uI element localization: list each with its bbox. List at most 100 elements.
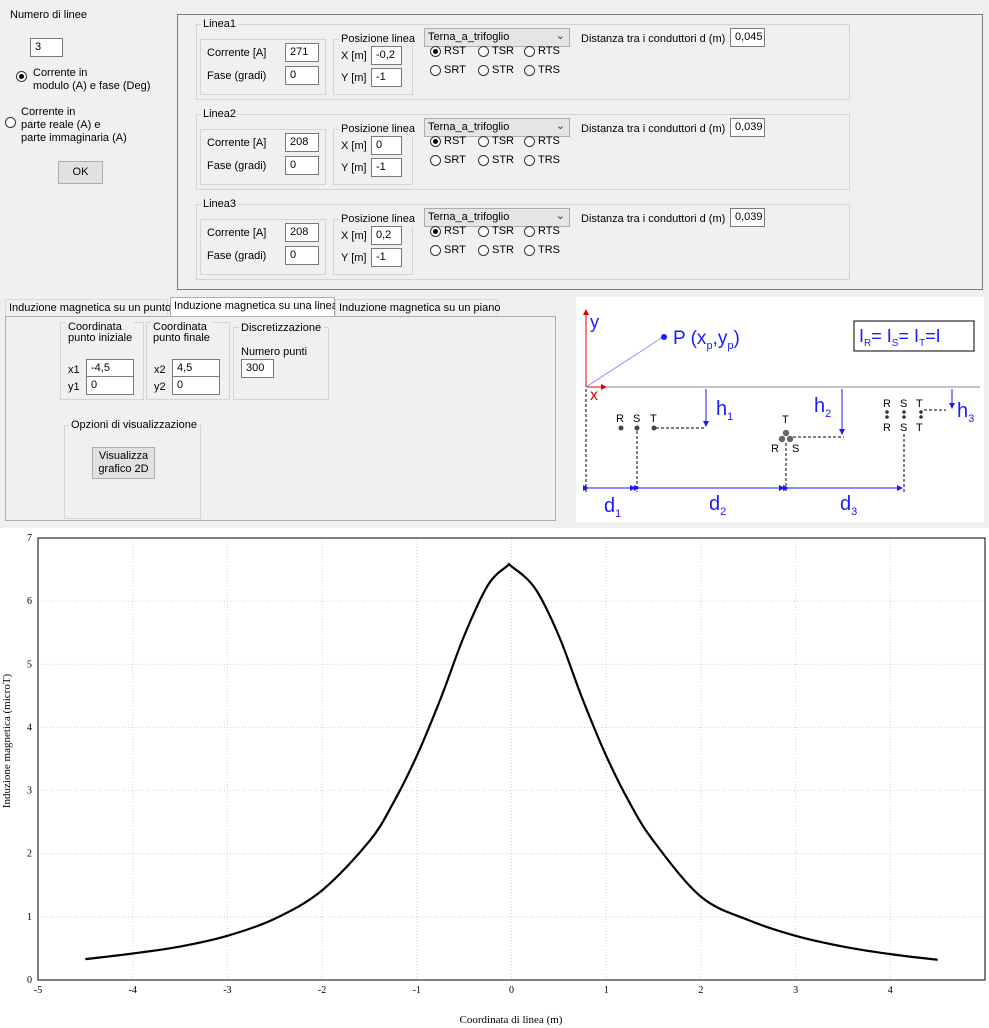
- line1-distance-label: Distanza tra i conduttori d (m): [581, 33, 726, 45]
- point-vector: [585, 336, 664, 388]
- line3-option-rts-radio[interactable]: [524, 226, 535, 237]
- line1-x-label: X [m]: [341, 50, 367, 62]
- line3-current-input[interactable]: 208: [285, 223, 319, 242]
- line1-y-input[interactable]: -1: [371, 68, 402, 87]
- y-tick-label: 0: [27, 975, 32, 986]
- y-tick-label: 4: [27, 722, 32, 733]
- line2-config-select[interactable]: Terna_a_trifoglio ⌄: [424, 118, 570, 137]
- y-axis-label: y: [590, 312, 599, 332]
- line1-distance-input[interactable]: 0,045: [730, 28, 765, 47]
- line2-x-input[interactable]: 0: [371, 136, 402, 155]
- line3-conductor-3: [902, 410, 906, 414]
- line3-option-rst-radio[interactable]: [430, 226, 441, 237]
- y1-input[interactable]: 0: [86, 376, 134, 395]
- line2-conductor-t: [782, 429, 790, 437]
- line2-option-rst-radio[interactable]: [430, 136, 441, 147]
- line1-x-input[interactable]: -0,2: [371, 46, 402, 65]
- line1-conductor-t: [651, 425, 657, 431]
- line2-current-group: [200, 129, 326, 185]
- chevron-down-icon: ⌄: [555, 30, 565, 42]
- line1-current-input[interactable]: 271: [285, 43, 319, 62]
- line1-conductor-r: [618, 425, 624, 431]
- line3-option-rst-label: RST: [444, 225, 466, 237]
- line3-option-trs-radio[interactable]: [524, 245, 535, 256]
- line3-phase-input[interactable]: 0: [285, 246, 319, 265]
- point-p-label: P (xp,yp): [673, 328, 740, 352]
- line1-option-tsr-radio[interactable]: [478, 46, 489, 57]
- line2-option-rts-radio[interactable]: [524, 136, 535, 147]
- line3-option-str-radio[interactable]: [478, 245, 489, 256]
- show-2d-graph-button[interactable]: Visualizza grafico 2D: [92, 447, 155, 479]
- line1-option-rts-label: RTS: [538, 45, 560, 57]
- x-tick-label: 0: [509, 985, 514, 996]
- line1-option-rts-radio[interactable]: [524, 46, 535, 57]
- line2-option-str-radio[interactable]: [478, 155, 489, 166]
- line3-option-srt-radio[interactable]: [430, 245, 441, 256]
- line3-phase-label: Fase (gradi): [207, 250, 267, 262]
- induction-curve: [85, 562, 938, 961]
- line1-config-select[interactable]: Terna_a_trifoglio ⌄: [424, 28, 570, 47]
- line1-current-label: Corrente [A]: [207, 47, 267, 59]
- start-point-title: Coordinata punto iniziale: [66, 321, 135, 344]
- line1-option-rst-radio[interactable]: [430, 46, 441, 57]
- line2-phase-label: Fase (gradi): [207, 160, 267, 172]
- line2-option-rst-label: RST: [444, 135, 466, 147]
- option-module-phase-label: Corrente in modulo (A) e fase (Deg): [33, 67, 151, 92]
- line3-config-select[interactable]: Terna_a_trifoglio ⌄: [424, 208, 570, 227]
- line3-label-s-bottom: S: [900, 422, 907, 434]
- line3-y-input[interactable]: -1: [371, 248, 402, 267]
- line2-position-title: Posizione linea: [339, 123, 417, 136]
- h3-label: h3: [957, 400, 974, 425]
- radio-real-imag[interactable]: [5, 117, 16, 128]
- line1-option-str-radio[interactable]: [478, 65, 489, 76]
- y2-input[interactable]: 0: [172, 376, 220, 395]
- point-p-marker: [661, 334, 667, 340]
- current-formula: IR= IS= IT=I: [859, 326, 941, 349]
- line1-phase-input[interactable]: 0: [285, 66, 319, 85]
- line2-conductor-s: [786, 435, 794, 443]
- x-tick-label: 2: [698, 985, 703, 996]
- h1-label: h1: [716, 398, 733, 423]
- line2-phase-input[interactable]: 0: [285, 156, 319, 175]
- y-tick-label: 3: [27, 786, 32, 797]
- line2-x-label: X [m]: [341, 140, 367, 152]
- line2-y-input[interactable]: -1: [371, 158, 402, 177]
- num-lines-input[interactable]: 3: [30, 38, 63, 57]
- line3-label-s-top: S: [900, 398, 907, 410]
- line2-option-trs-radio[interactable]: [524, 155, 535, 166]
- line2-option-tsr-radio[interactable]: [478, 136, 489, 147]
- line1-label-r: R: [616, 413, 624, 425]
- line3-conductor-6: [919, 415, 923, 419]
- line1-title: Linea1: [201, 18, 239, 31]
- line2-distance-input[interactable]: 0,039: [730, 118, 765, 137]
- chevron-down-icon: ⌄: [555, 210, 565, 222]
- num-points-input[interactable]: 300: [241, 359, 274, 378]
- line1-option-srt-radio[interactable]: [430, 65, 441, 76]
- line2-distance-label: Distanza tra i conduttori d (m): [581, 123, 726, 135]
- x-tick-label: -1: [413, 985, 421, 996]
- line3-option-tsr-radio[interactable]: [478, 226, 489, 237]
- line1-label-s: S: [633, 413, 640, 425]
- line3-x-input[interactable]: 0,2: [371, 226, 402, 245]
- radio-module-phase[interactable]: [16, 71, 27, 82]
- line2-option-rts-label: RTS: [538, 135, 560, 147]
- line2-current-input[interactable]: 208: [285, 133, 319, 152]
- num-points-label: Numero punti: [241, 346, 308, 358]
- line2-conductor-r: [778, 435, 786, 443]
- x-tick-label: -5: [34, 985, 42, 996]
- line3-option-tsr-label: TSR: [492, 225, 514, 237]
- line3-distance-input[interactable]: 0,039: [730, 208, 765, 227]
- tab-point[interactable]: Induzione magnetica su un punto: [5, 299, 171, 316]
- line2-frame: [196, 114, 850, 190]
- tab-line[interactable]: Induzione magnetica su una linea: [170, 297, 338, 316]
- ok-button[interactable]: OK: [58, 161, 103, 184]
- line1-option-trs-radio[interactable]: [524, 65, 535, 76]
- line2-option-str-label: STR: [492, 154, 514, 166]
- line2-option-srt-radio[interactable]: [430, 155, 441, 166]
- tab-plane[interactable]: Induzione magnetica su un piano: [335, 299, 500, 316]
- line3-option-trs-label: TRS: [538, 244, 560, 256]
- line3-label-r-top: R: [883, 398, 891, 410]
- discretization-title: Discretizzazione: [239, 322, 324, 335]
- current-formula-box: [853, 320, 975, 352]
- line3-option-rts-label: RTS: [538, 225, 560, 237]
